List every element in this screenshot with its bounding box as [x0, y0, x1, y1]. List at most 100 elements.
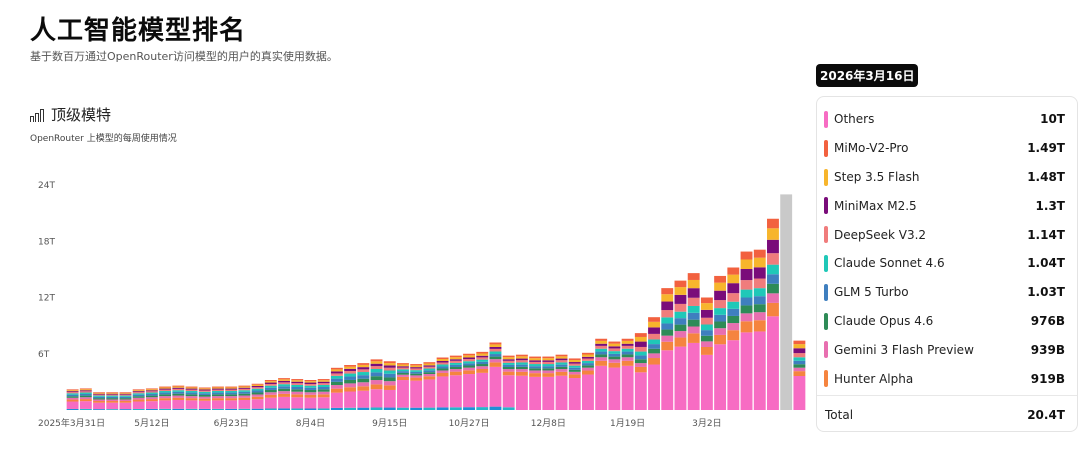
bar-segment: [436, 357, 449, 359]
bar-stack[interactable]: [145, 388, 158, 410]
bar-segment: [278, 378, 290, 380]
bar-segment: [357, 372, 370, 376]
bar-segment: [700, 347, 713, 355]
bar-stack[interactable]: [410, 364, 423, 410]
bar-segment: [648, 348, 660, 354]
x-tick-label: 3月2日: [692, 418, 721, 429]
bar-stack[interactable]: [317, 379, 330, 410]
bar-stack[interactable]: [529, 356, 542, 410]
legend-swatch: [824, 168, 828, 186]
bar-stack[interactable]: [291, 379, 304, 410]
page-subtitle: 基于数百万通过OpenRouter访问模型的用户的真实使用数据。: [30, 50, 338, 63]
tooltip-row-label: Step 3.5 Flash: [834, 169, 920, 184]
bar-stack[interactable]: [185, 386, 198, 410]
bar-stack[interactable]: [198, 387, 211, 411]
bar-segment: [687, 297, 700, 306]
bar-stack[interactable]: [449, 355, 462, 410]
bar-segment: [489, 366, 502, 407]
bar-stack[interactable]: [555, 354, 568, 410]
bar-segment: [93, 399, 105, 401]
bar-segment: [700, 317, 713, 325]
bar-stack[interactable]: [423, 362, 436, 410]
bar-segment: [555, 369, 568, 372]
bar-stack[interactable]: [238, 385, 251, 410]
bar-stack[interactable]: [780, 194, 793, 410]
bar-segment: [159, 387, 172, 389]
bar-segment: [608, 351, 621, 354]
bar-segment: [582, 363, 594, 366]
bar-segment: [93, 392, 105, 393]
bar-stack[interactable]: [648, 317, 660, 410]
bar-segment: [159, 396, 172, 399]
tooltip-row-label: Claude Sonnet 4.6: [834, 256, 945, 271]
bar-stack[interactable]: [330, 367, 343, 410]
bar-stack[interactable]: [159, 386, 172, 410]
bar-segment: [608, 341, 621, 344]
bar-stack[interactable]: [93, 392, 105, 410]
bar-stack[interactable]: [740, 251, 753, 410]
bar-stack[interactable]: [436, 357, 449, 411]
bar-segment: [185, 389, 198, 392]
bar-stack[interactable]: [714, 275, 727, 410]
bar-segment: [436, 366, 449, 369]
bar-segment: [608, 367, 621, 410]
bar-segment: [66, 390, 79, 392]
bar-segment: [727, 293, 740, 302]
bar-segment: [397, 380, 409, 408]
bar-stack[interactable]: [489, 342, 502, 411]
bar-stack[interactable]: [370, 359, 383, 410]
bar-stack[interactable]: [304, 380, 317, 410]
bar-segment: [542, 361, 555, 365]
bar-stack[interactable]: [793, 340, 806, 410]
bar-stack[interactable]: [661, 288, 674, 410]
bar-segment: [463, 359, 475, 362]
bar-stack[interactable]: [608, 341, 621, 410]
bar-segment: [172, 386, 185, 388]
bar-stack[interactable]: [357, 363, 370, 410]
bar-segment: [648, 358, 660, 365]
bar-stack[interactable]: [727, 267, 740, 411]
bar-stack[interactable]: [251, 383, 264, 410]
bar-stack[interactable]: [753, 249, 766, 410]
bar-stack[interactable]: [595, 338, 608, 410]
bar-stack[interactable]: [674, 280, 687, 410]
bar-stack[interactable]: [687, 273, 700, 410]
bar-segment: [330, 381, 343, 386]
tooltip-row-label: DeepSeek V3.2: [834, 227, 927, 242]
bar-stack[interactable]: [172, 385, 185, 410]
bar-stack[interactable]: [568, 358, 581, 410]
bar-stack[interactable]: [700, 297, 713, 411]
bar-stack[interactable]: [106, 392, 119, 410]
bar-segment: [674, 287, 687, 295]
bar-stack[interactable]: [463, 353, 475, 410]
bar-stack[interactable]: [582, 352, 594, 410]
bar-stack[interactable]: [397, 363, 409, 410]
bar-segment: [79, 388, 92, 390]
bar-stack[interactable]: [264, 380, 277, 410]
bar-segment: [291, 379, 304, 381]
page-title: 人工智能模型排名: [30, 16, 247, 46]
bar-stack[interactable]: [66, 389, 79, 410]
bar-stack[interactable]: [344, 365, 357, 410]
bar-stack[interactable]: [502, 355, 515, 410]
bar-stack[interactable]: [383, 361, 396, 410]
bar-stack[interactable]: [476, 351, 489, 410]
bar-stack[interactable]: [542, 356, 555, 410]
bar-stack[interactable]: [79, 388, 92, 410]
bar-stack[interactable]: [132, 389, 145, 410]
bar-segment: [502, 357, 515, 360]
bar-stack[interactable]: [278, 378, 290, 410]
bar-stack[interactable]: [225, 386, 238, 410]
bar-stack[interactable]: [212, 386, 224, 410]
bar-segment: [119, 392, 132, 394]
bar-stack[interactable]: [515, 354, 528, 410]
bar-segment: [595, 338, 608, 341]
bar-stack[interactable]: [119, 392, 132, 410]
bar-segment: [119, 402, 132, 410]
bar-segment: [304, 389, 317, 393]
bar-stack[interactable]: [634, 333, 647, 410]
bar-stack[interactable]: [621, 338, 634, 410]
tooltip-row-label: Claude Opus 4.6: [834, 313, 934, 328]
bar-segment: [79, 401, 92, 409]
bar-stack[interactable]: [767, 218, 779, 410]
